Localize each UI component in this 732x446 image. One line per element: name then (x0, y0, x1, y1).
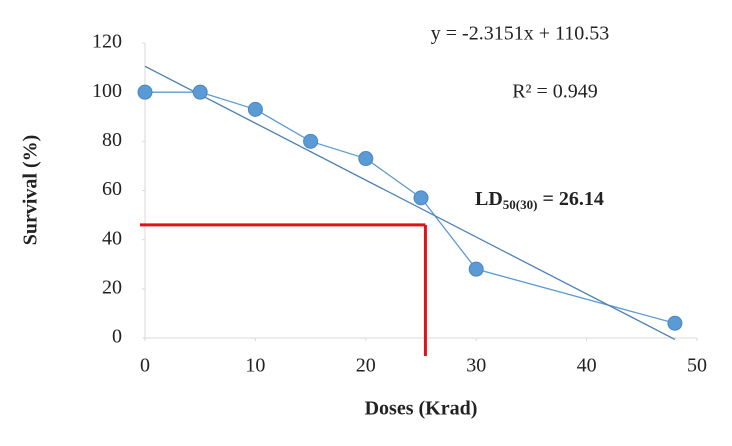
y-tick-label: 20 (102, 276, 122, 298)
y-tick-label: 80 (102, 129, 122, 151)
ld-annotation: LD50(30) = 26.14 (475, 188, 604, 212)
x-tick-label: 20 (356, 355, 376, 377)
point (247, 101, 263, 117)
y-tick-label: 60 (102, 178, 122, 200)
x-tick-label: 50 (687, 355, 707, 377)
x-tick-label: 0 (140, 355, 150, 377)
point (468, 261, 484, 277)
x-tick-label: 10 (245, 355, 265, 377)
trendline (144, 65, 676, 341)
ld-main: LD (475, 188, 503, 210)
y-tick-label: 0 (112, 326, 122, 348)
y-tick-label: 120 (92, 31, 122, 53)
point (192, 84, 208, 100)
point (667, 315, 683, 331)
series-line (145, 91, 676, 324)
trend-equation: y = -2.3151x + 110.53 (431, 23, 609, 45)
y-tick-label: 100 (92, 80, 122, 102)
x-tick-label: 40 (577, 355, 597, 377)
y-axis-label: Survival (%) (20, 135, 42, 246)
trend-r2: R² = 0.949 (512, 81, 598, 103)
point (137, 84, 153, 100)
ld-rest: = 26.14 (537, 188, 603, 210)
x-axis-label: Doses (Krad) (365, 398, 478, 420)
point (303, 133, 319, 149)
x-tick-label: 30 (466, 355, 486, 377)
point (413, 190, 429, 206)
y-tick-label: 40 (102, 227, 122, 249)
point (358, 151, 374, 167)
ld-sub: 50(30) (503, 197, 538, 212)
